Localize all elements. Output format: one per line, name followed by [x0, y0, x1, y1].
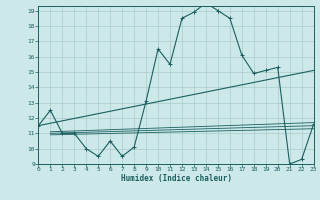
X-axis label: Humidex (Indice chaleur): Humidex (Indice chaleur): [121, 174, 231, 183]
